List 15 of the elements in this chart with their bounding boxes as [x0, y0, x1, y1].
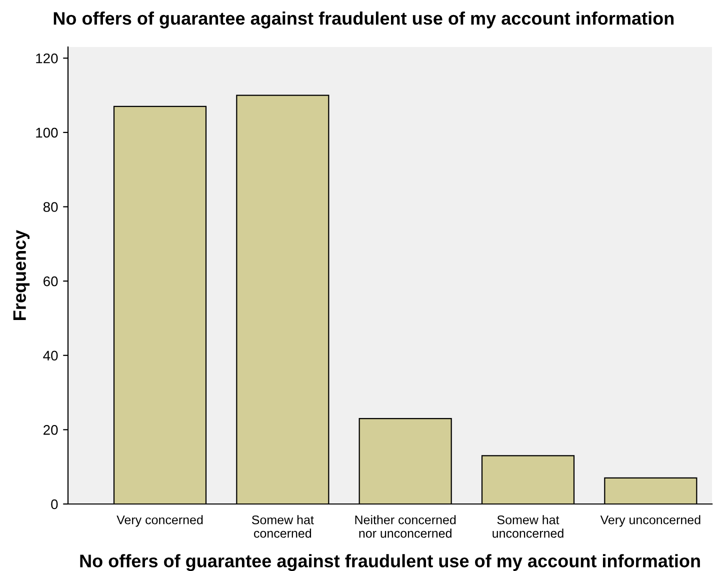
chart-title: No offers of guarantee against fraudulent use of my account information [54, 12, 674, 28]
y-tick-label: 80 [43, 202, 58, 212]
y-tick-label: 100 [36, 128, 58, 138]
y-tick-label: 120 [36, 53, 58, 64]
x-axis-title: No offers of guarantee against fraudulent use of my account information [80, 554, 700, 571]
x-tick-label: Somew hat concerned [252, 515, 314, 538]
y-tick-label: 0 [51, 499, 58, 510]
y-tick-label: 40 [43, 350, 58, 361]
y-tick-label: 60 [44, 276, 58, 286]
y-axis-title: Frequency [13, 230, 30, 320]
x-tick-label: Somew hat unconcerned [492, 515, 564, 538]
y-tick-label: 20 [44, 425, 58, 435]
x-tick-label: Very concerned [116, 515, 203, 527]
x-tick-label: Very unconcerned [600, 515, 700, 527]
x-tick-label: Neither concerned nor unconcerned [355, 515, 456, 538]
